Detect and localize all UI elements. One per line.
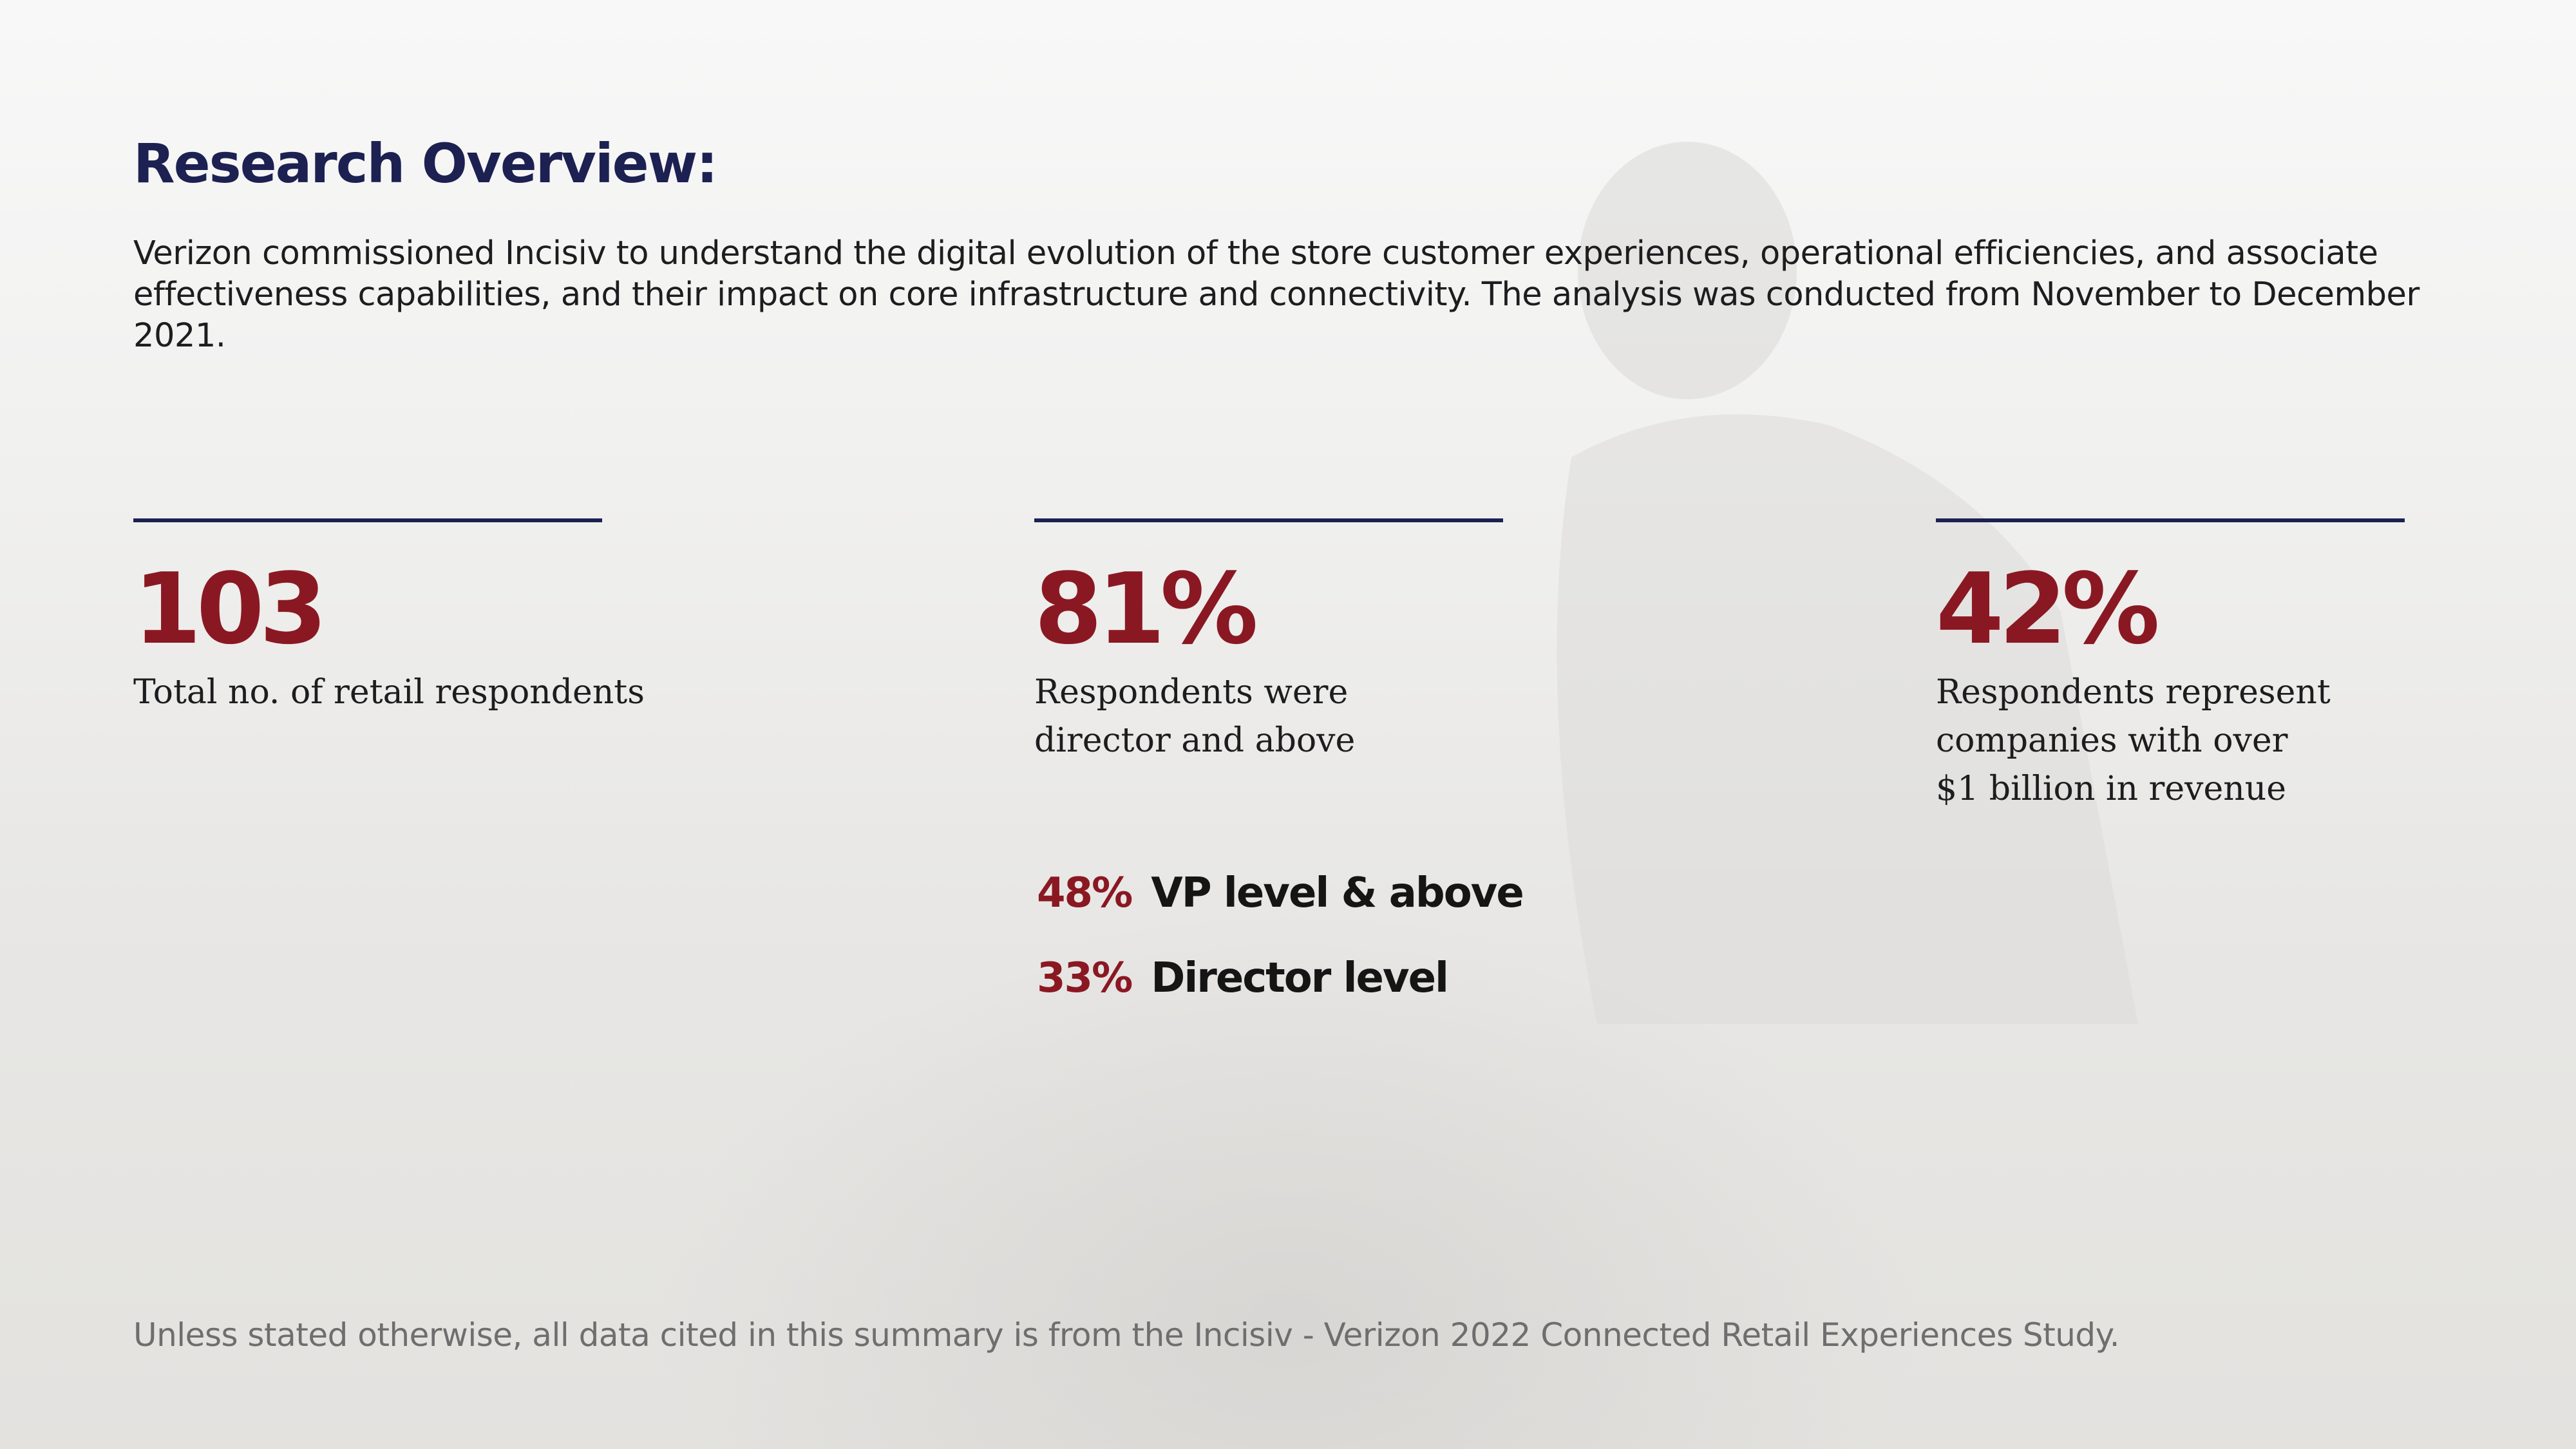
stat-label: Respondents were director and above	[1034, 673, 1356, 760]
stat-value: 42%	[1936, 552, 2160, 666]
page-title: Research Overview:	[133, 132, 718, 195]
breakdown-director-level: 33% Director level	[1037, 954, 1449, 1002]
breakdown-percent: 33%	[1037, 954, 1133, 1002]
breakdown-percent: 48%	[1037, 869, 1133, 917]
stat-label: Total no. of retail respondents	[133, 673, 645, 712]
stat-director-and-above: 81% Respondents were director and above	[1034, 518, 1743, 765]
stat-divider	[1034, 518, 1503, 522]
breakdown-vp-level: 48% VP level & above	[1037, 869, 1524, 917]
intro-paragraph: Verizon commissioned Incisiv to understa…	[133, 234, 2420, 355]
stat-value: 81%	[1034, 552, 1258, 666]
footnote: Unless stated otherwise, all data cited …	[133, 1316, 2119, 1354]
stat-total-respondents: 103 Total no. of retail respondents	[133, 518, 842, 717]
breakdown-label: Director level	[1151, 954, 1449, 1002]
stat-divider	[133, 518, 602, 522]
stat-divider	[1936, 518, 2405, 522]
breakdown-label: VP level & above	[1151, 869, 1524, 917]
stat-value: 103	[133, 552, 327, 666]
background-person-silhouette	[1557, 142, 2138, 1024]
stat-label: Respondents represent companies with ove…	[1936, 673, 2331, 808]
stat-billion-revenue: 42% Respondents represent companies with…	[1936, 518, 2576, 813]
